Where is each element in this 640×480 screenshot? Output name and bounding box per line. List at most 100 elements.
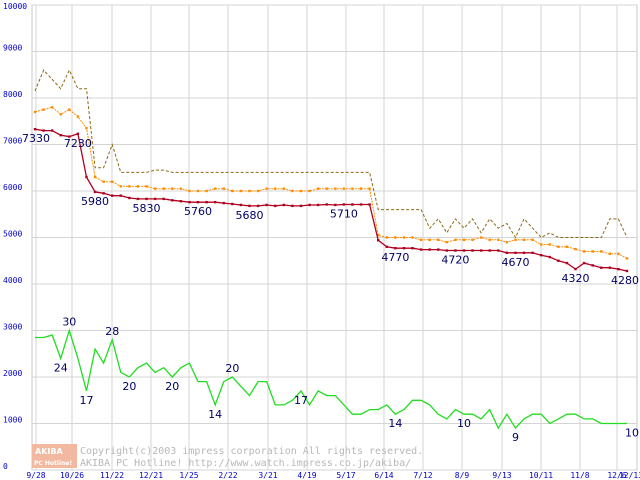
data-point-lowest bbox=[162, 197, 165, 201]
akiba-logo bbox=[32, 444, 77, 468]
data-point-lowest bbox=[274, 204, 277, 208]
data-point-average bbox=[497, 238, 500, 242]
data-point-lowest bbox=[316, 203, 320, 207]
y-tick-label: 6000 bbox=[3, 183, 22, 192]
data-label: 7230 bbox=[64, 137, 92, 150]
data-point-lowest bbox=[119, 194, 122, 197]
data-point-average bbox=[505, 240, 509, 244]
y-axis-ticks: 0 1000 2000 3000 4000 5000 6000 7000 8000 9000 100… bbox=[3, 2, 27, 471]
data-point-average bbox=[33, 110, 37, 114]
data-point-average bbox=[85, 127, 88, 130]
data-point-average bbox=[145, 185, 148, 188]
x-tick-label: 1/25 bbox=[179, 471, 198, 480]
data-point-average bbox=[582, 250, 586, 253]
y-tick-label: 2000 bbox=[3, 369, 22, 378]
copyright-line1: Copyright(c)2003 impress corporation All… bbox=[80, 446, 423, 457]
data-point-average bbox=[256, 189, 260, 193]
y-tick-label: 3000 bbox=[3, 323, 22, 332]
data-point-lowest bbox=[402, 246, 406, 250]
data-point-average bbox=[617, 252, 620, 255]
data-point-average bbox=[531, 238, 534, 242]
x-tick-label: 8/9 bbox=[455, 471, 470, 480]
data-point-lowest bbox=[617, 267, 620, 271]
data-point-lowest bbox=[531, 251, 534, 255]
x-tick-label: 5/17 bbox=[336, 471, 355, 480]
data-point-average bbox=[565, 245, 569, 248]
data-label: 17 bbox=[294, 394, 308, 407]
data-point-lowest bbox=[308, 203, 311, 207]
data-point-average bbox=[291, 189, 294, 193]
data-point-average bbox=[171, 187, 174, 190]
data-point-average bbox=[93, 175, 97, 179]
data-point-lowest bbox=[136, 197, 140, 201]
data-point-average bbox=[213, 187, 217, 190]
data-point-lowest bbox=[128, 196, 131, 200]
data-point-average bbox=[608, 252, 612, 255]
data-point-lowest bbox=[368, 203, 371, 206]
y-tick-label: 8000 bbox=[3, 90, 22, 99]
data-point-average bbox=[274, 187, 277, 190]
data-point-average bbox=[162, 187, 165, 190]
data-point-lowest bbox=[540, 253, 543, 257]
data-label: 5830 bbox=[133, 202, 161, 215]
data-point-lowest bbox=[591, 264, 594, 267]
data-point-lowest bbox=[102, 192, 105, 195]
data-label: 10 bbox=[457, 417, 471, 430]
data-label: 24 bbox=[54, 361, 68, 374]
data-point-lowest bbox=[625, 269, 629, 273]
data-point-average bbox=[385, 236, 388, 239]
series-lines bbox=[33, 68, 629, 430]
data-label: 5760 bbox=[184, 205, 212, 218]
data-point-lowest bbox=[231, 202, 234, 206]
data-point-average bbox=[591, 250, 594, 253]
data-label: 7330 bbox=[22, 132, 50, 145]
data-point-average bbox=[514, 238, 517, 242]
data-point-average bbox=[411, 236, 414, 239]
x-tick-label: 10/11 bbox=[529, 471, 553, 480]
data-label: 4280 bbox=[611, 274, 639, 287]
y-tick-label: 1000 bbox=[3, 416, 22, 425]
data-point-average bbox=[119, 185, 122, 188]
data-point-lowest bbox=[196, 200, 200, 204]
data-label: 10 bbox=[625, 427, 639, 440]
data-point-lowest bbox=[497, 249, 500, 252]
data-label: 4720 bbox=[441, 254, 469, 267]
data-point-lowest bbox=[514, 251, 517, 255]
data-point-average bbox=[540, 243, 543, 246]
data-label: 4670 bbox=[501, 256, 529, 269]
x-tick-label: 3/21 bbox=[258, 471, 277, 480]
data-label: 4770 bbox=[381, 251, 409, 264]
data-point-average bbox=[351, 187, 354, 190]
data-point-lowest bbox=[291, 204, 294, 208]
data-point-lowest bbox=[488, 249, 491, 252]
data-label: 4320 bbox=[562, 272, 590, 285]
data-point-average bbox=[428, 238, 431, 242]
y-tick-label: 10000 bbox=[3, 2, 27, 11]
data-point-average bbox=[196, 189, 200, 193]
data-point-average bbox=[50, 106, 54, 109]
data-point-average bbox=[136, 185, 140, 188]
data-point-lowest bbox=[222, 201, 225, 205]
y-tick-label: 7000 bbox=[3, 137, 22, 146]
data-point-lowest bbox=[505, 251, 509, 255]
data-point-average bbox=[488, 238, 491, 242]
data-point-average bbox=[231, 189, 234, 193]
series-line-average bbox=[34, 106, 628, 259]
data-point-lowest bbox=[342, 203, 346, 206]
data-point-average bbox=[308, 189, 311, 193]
data-point-lowest bbox=[59, 134, 62, 137]
grid-lines bbox=[32, 4, 637, 471]
data-label: 9 bbox=[512, 431, 519, 444]
data-point-lowest bbox=[153, 197, 157, 201]
data-point-lowest bbox=[445, 249, 449, 252]
data-point-lowest bbox=[50, 129, 54, 132]
data-label: 14 bbox=[208, 408, 222, 421]
data-point-lowest bbox=[111, 194, 114, 197]
data-point-lowest bbox=[33, 127, 37, 131]
data-point-lowest bbox=[179, 200, 183, 203]
data-point-average bbox=[376, 233, 380, 237]
y-tick-label: 0 bbox=[3, 462, 8, 471]
data-point-lowest bbox=[479, 249, 483, 252]
data-label: 20 bbox=[225, 362, 239, 375]
